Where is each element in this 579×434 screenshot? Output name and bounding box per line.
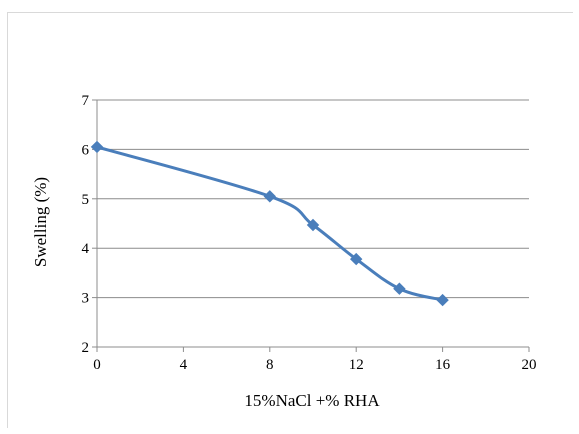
data-point-12 <box>349 252 363 266</box>
x-tick-label-16: 16 <box>435 357 451 373</box>
x-tick-label-4: 4 <box>180 357 188 373</box>
data-point-8 <box>263 190 277 203</box>
x-tick-label-0: 0 <box>93 357 101 373</box>
data-point-16 <box>436 293 449 307</box>
x-axis-title: 15%NaCl +% RHA <box>244 391 380 410</box>
data-point-14 <box>393 282 406 295</box>
y-tick-label-7: 7 <box>82 93 90 109</box>
y-tick-label-2: 2 <box>82 340 90 356</box>
series-line-0 <box>96 145 443 302</box>
series <box>90 140 449 307</box>
gridlines <box>97 99 529 299</box>
y-tick-label-4: 4 <box>82 241 90 257</box>
x-tick-label-12: 12 <box>349 357 364 373</box>
data-point-10 <box>306 218 320 232</box>
y-tick-label-5: 5 <box>82 192 90 208</box>
x-tick-label-20: 20 <box>522 357 537 373</box>
chart-frame <box>7 12 573 428</box>
y-tick-label-3: 3 <box>82 291 90 307</box>
y-tick-label-6: 6 <box>82 142 90 158</box>
y-axis-title: Swelling (%) <box>31 177 50 267</box>
x-tick-label-8: 8 <box>266 357 274 373</box>
data-point-0 <box>90 140 104 154</box>
tick-labels: 2 3 4 5 6 7 0 4 8 12 16 20 <box>82 93 537 373</box>
